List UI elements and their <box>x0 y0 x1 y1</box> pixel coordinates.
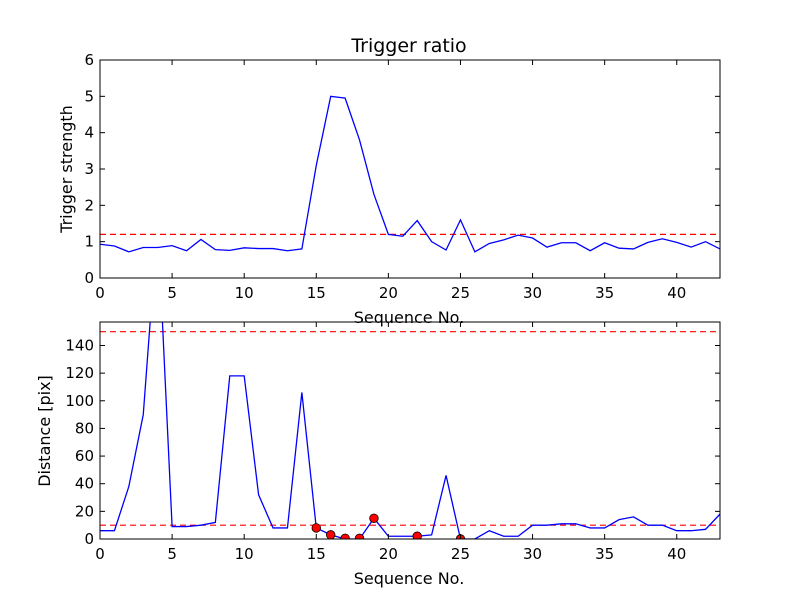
y-tick-label: 80 <box>75 419 94 437</box>
y-tick-label: 1 <box>84 233 94 251</box>
plot-content <box>100 95 720 253</box>
y-tick-label: 100 <box>65 392 94 410</box>
trigger-ratio-chart: Trigger ratio 0 5 10 15 20 25 30 35 40 0 1 2 3 4 5 6 Se… <box>57 35 721 327</box>
x-tick-label: 35 <box>595 284 614 302</box>
x-tick-label: 40 <box>667 545 686 563</box>
y-tick-label: 4 <box>84 124 94 142</box>
series-line <box>100 322 720 539</box>
y-tick-label: 140 <box>65 336 94 354</box>
y-tick-label: 0 <box>84 530 94 548</box>
x-tick-label: 15 <box>307 284 326 302</box>
x-tick-label: 10 <box>235 284 254 302</box>
y-axis-label: Trigger strength <box>57 105 76 234</box>
y-tick-label: 2 <box>84 196 94 214</box>
x-tick-label: 20 <box>379 284 398 302</box>
x-tick-label: 0 <box>95 545 105 563</box>
x-tick-label: 5 <box>167 284 177 302</box>
data-marker <box>340 533 350 539</box>
x-tick-label: 25 <box>451 545 470 563</box>
x-tick-label: 30 <box>523 545 542 563</box>
plot-content <box>100 322 720 539</box>
distance-plot-area: 0 5 10 15 20 25 30 35 40 0 20 40 60 80 100 120 140 <box>65 321 721 563</box>
y-tick-label: 5 <box>84 87 94 105</box>
data-marker <box>412 531 422 539</box>
y-tick-label: 60 <box>75 447 94 465</box>
chart-title: Trigger ratio <box>350 35 466 57</box>
y-axis-label: Distance [pix] <box>35 375 54 487</box>
x-tick-label: 25 <box>451 284 470 302</box>
data-marker <box>354 533 365 539</box>
series-line <box>100 95 720 253</box>
y-tick-label: 120 <box>65 364 94 382</box>
x-tick-label: 40 <box>667 284 686 302</box>
y-tick-label: 0 <box>84 269 94 287</box>
x-tick-label: 20 <box>379 545 398 563</box>
y-tick-label: 40 <box>75 475 94 493</box>
x-tick-label: 5 <box>167 545 177 563</box>
data-marker <box>325 530 336 539</box>
x-tick-label: 30 <box>523 284 542 302</box>
distance-chart: 0 5 10 15 20 25 30 35 40 0 20 40 60 80 100 120 140 Seque… <box>35 321 721 588</box>
x-tick-label: 10 <box>235 545 254 563</box>
y-tick-label: 6 <box>84 51 94 69</box>
x-axis-label: Sequence No. <box>354 308 465 327</box>
y-tick-label: 20 <box>75 502 94 520</box>
x-tick-label: 35 <box>595 545 614 563</box>
x-tick-label: 15 <box>307 545 326 563</box>
data-marker <box>369 513 379 523</box>
y-tick-label: 3 <box>84 160 94 178</box>
x-tick-label: 0 <box>95 284 105 302</box>
plot-frame <box>99 321 721 540</box>
data-marker <box>311 523 321 533</box>
trigger-plot-area: 0 5 10 15 20 25 30 35 40 0 1 2 3 4 5 6 <box>84 51 721 302</box>
x-axis-label: Sequence No. <box>354 569 465 588</box>
